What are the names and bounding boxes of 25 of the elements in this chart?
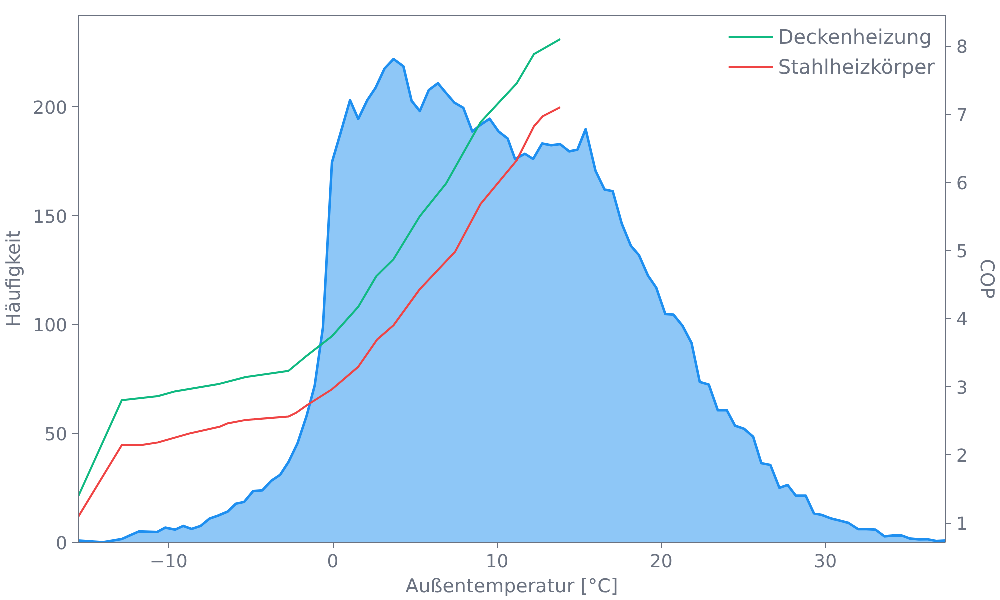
x-tick-label: −10 xyxy=(150,552,188,572)
x-axis-title: Außentemperatur [°C] xyxy=(406,576,618,598)
y2-tick-label: 5 xyxy=(956,242,968,263)
y-tick-label: 50 xyxy=(44,424,68,446)
x-tick-label: 10 xyxy=(486,552,509,572)
y-tick-label: 150 xyxy=(33,206,68,228)
y-axis-title: Häufigkeit xyxy=(3,230,26,328)
x-tick-label: 30 xyxy=(814,552,838,572)
x-tick-label: 0 xyxy=(327,552,339,572)
y2-tick-label: 6 xyxy=(956,173,968,194)
line-series xyxy=(78,38,562,498)
y2-tick-label: 4 xyxy=(956,310,968,331)
y2-tick-label: 2 xyxy=(956,446,968,467)
y2-tick-label: 8 xyxy=(956,37,968,58)
line-series xyxy=(78,106,562,518)
y-tick-label: 0 xyxy=(56,534,68,554)
y2-tick-label: 7 xyxy=(956,105,968,126)
x-tick-label: 20 xyxy=(650,552,673,572)
y2-tick-label: 1 xyxy=(956,514,968,536)
legend-label: Stahlheizkörper xyxy=(778,55,935,79)
y-tick-label: 200 xyxy=(33,98,68,119)
y-tick-label: 100 xyxy=(33,316,68,337)
y2-axis-title: COP xyxy=(976,259,998,299)
y2-tick-label: 3 xyxy=(956,378,968,399)
legend-label: Deckenheizung xyxy=(778,25,932,49)
